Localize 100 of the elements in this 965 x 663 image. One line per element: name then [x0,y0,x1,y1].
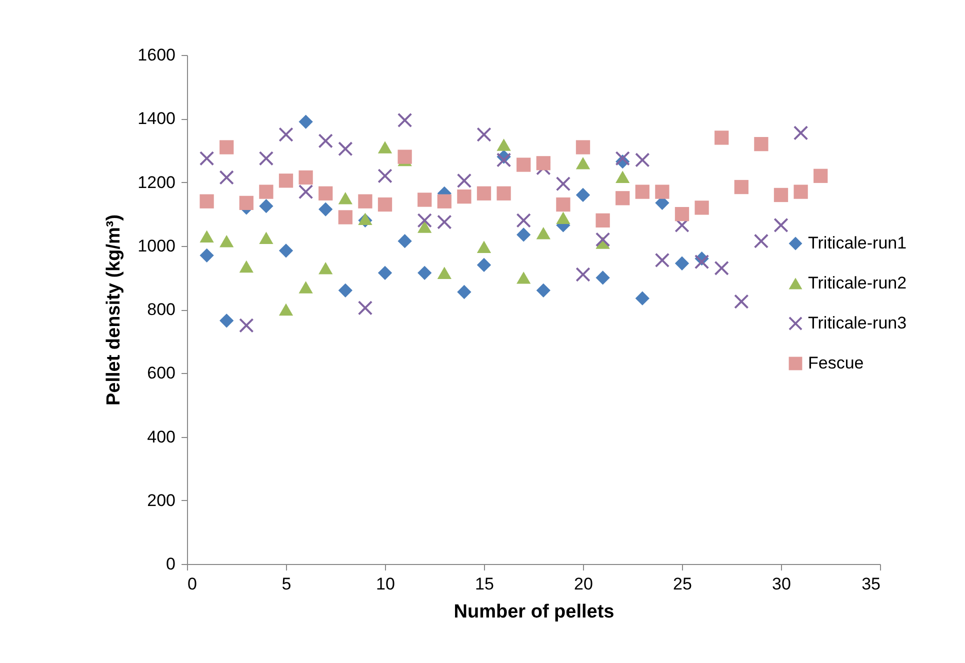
x-tick-label: 35 [862,574,880,594]
point [437,194,452,208]
point [616,170,630,183]
legend-label: Triticale-run2 [808,274,907,292]
point [418,220,432,233]
point [476,127,492,142]
point [476,258,492,272]
y-tick-label: 600 [147,364,176,383]
point [814,168,828,183]
legend-label: Fescue [808,354,864,372]
point [259,199,274,214]
x-tick-label: 30 [772,574,791,594]
point [220,140,234,154]
point [398,234,412,248]
point [200,151,214,166]
point [338,283,352,298]
point [694,200,709,215]
point [200,194,214,208]
point [239,260,254,273]
y-tick-label: 1200 [138,172,176,192]
y-tick-label: 1400 [138,109,176,128]
point [576,267,590,282]
point [754,234,768,248]
point [398,113,412,128]
point [200,248,214,262]
point [378,266,392,280]
point [220,234,234,248]
point [239,196,254,210]
point [338,210,352,224]
point [358,194,372,208]
x-tick-label: 5 [282,574,292,594]
point [457,284,472,300]
point [794,184,808,199]
point [398,150,412,164]
point [318,202,333,216]
point [378,141,392,154]
point [437,214,452,230]
point [674,256,690,270]
point [259,232,274,244]
point [596,270,610,285]
point [754,137,768,152]
point [378,197,392,212]
point [457,189,472,204]
point [496,138,511,151]
point [338,142,352,156]
point [714,261,729,276]
point [734,180,748,194]
point [794,126,808,140]
point [476,186,492,200]
point [318,134,333,148]
y-tick-label: 1000 [138,236,176,256]
point [259,151,274,166]
point [516,228,531,242]
x-tick-label: 15 [475,574,494,594]
point [457,174,472,188]
point [734,294,748,309]
point [259,184,274,199]
point [616,191,630,206]
point [437,266,452,280]
y-tick-label: 200 [147,490,176,510]
point [496,152,511,168]
point [655,253,670,268]
point [278,127,294,142]
y-tick-label: 0 [166,554,176,574]
point [358,300,372,315]
x-tick-label: 10 [376,574,395,594]
y-tick-label: 800 [147,300,176,319]
point [516,272,531,284]
point [496,186,511,200]
point [298,114,313,129]
point [616,151,630,166]
legend-label: Triticale-run1 [808,234,907,252]
point [556,212,570,224]
point [200,230,214,242]
legend-label: Triticale-run3 [808,314,907,332]
x-axis-title: Number of pellets [454,602,614,622]
point [358,212,372,225]
point [220,314,234,328]
point [576,188,590,202]
y-tick-label: 400 [147,427,176,446]
point [635,291,650,306]
y-axis-title: Pellet density (kg/m³) [104,214,125,406]
x-tick-label: 25 [673,574,692,594]
point [655,184,670,199]
point [418,213,432,228]
point [318,262,333,274]
point [318,186,333,200]
point [576,140,590,154]
point [278,174,294,188]
point [674,206,690,222]
point [378,168,392,183]
point [278,244,294,258]
y-tick-label: 1600 [138,46,176,64]
point [516,158,531,172]
point [774,218,788,232]
point [298,184,313,199]
point [596,232,610,247]
point [278,303,294,316]
point [476,240,492,253]
point [635,184,650,199]
